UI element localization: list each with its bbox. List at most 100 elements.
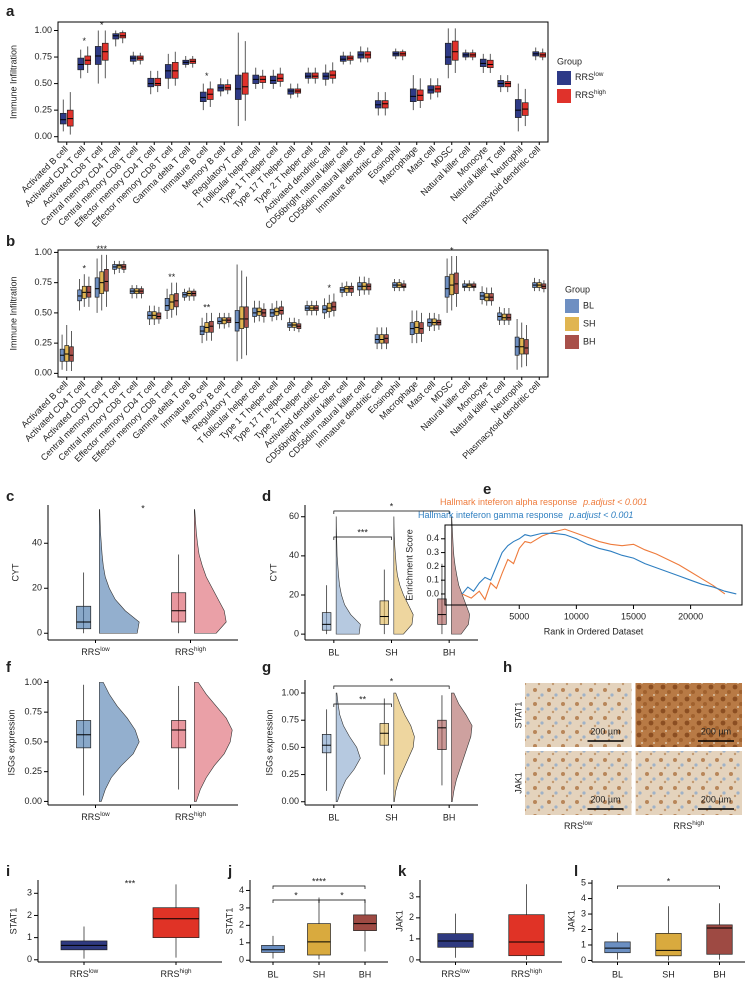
legend-label: RRShigh — [575, 89, 606, 100]
plot-frame — [57, 21, 549, 143]
box — [239, 306, 245, 329]
box — [59, 112, 67, 125]
y-tick-label: 0.2 — [426, 561, 439, 571]
x-tick-label: RRSlow — [81, 646, 110, 657]
y-tick-label: 1.00 — [281, 687, 299, 697]
plot-frame — [57, 249, 549, 378]
scale-label: 200 µm — [590, 726, 620, 736]
box — [321, 612, 332, 631]
violin — [194, 509, 227, 634]
legend-label: BH — [583, 336, 596, 346]
x-tick-label: RRShigh — [175, 811, 206, 822]
x-tick-label: BL — [328, 647, 339, 657]
y-axis-label: ISGs expression — [6, 709, 16, 775]
significance: * — [100, 20, 104, 30]
box — [379, 600, 389, 625]
panel-label: d — [262, 488, 271, 505]
x-tick-label: 15000 — [621, 611, 646, 621]
column-label: RRShigh — [673, 820, 704, 831]
enrichment-line — [461, 532, 737, 595]
box — [506, 313, 512, 321]
y-tick-label: 60 — [289, 511, 299, 521]
box — [164, 298, 170, 311]
y-tick-label: 3 — [239, 902, 244, 912]
y-tick-label: 0.00 — [24, 796, 42, 806]
violin — [451, 516, 470, 635]
significance: ** — [203, 302, 211, 312]
y-axis-label: Enrichment Score — [404, 529, 414, 601]
bracket — [617, 885, 720, 889]
y-tick-label: 0.25 — [281, 769, 299, 779]
legend-swatch — [557, 71, 571, 85]
x-tick-label: BH — [443, 812, 456, 822]
series-name: Hallmark inteferon alpha response — [440, 497, 577, 507]
violin — [99, 509, 140, 634]
significance: * — [450, 245, 454, 255]
x-tick-label-base: RRS — [175, 812, 194, 822]
box — [401, 283, 407, 288]
series-pvalue: p.adjust < 0.001 — [568, 510, 633, 520]
panel-label: e — [483, 481, 491, 498]
box — [221, 317, 227, 325]
legend-label: SH — [583, 318, 596, 328]
y-tick-label: 3 — [27, 888, 32, 898]
legend-label: RRSlow — [575, 71, 604, 82]
box — [287, 88, 295, 95]
box — [307, 923, 331, 956]
column-label: RRSlow — [564, 820, 593, 831]
box — [76, 720, 92, 749]
box — [419, 322, 424, 334]
box — [466, 283, 472, 288]
panel-label: k — [398, 863, 407, 880]
box — [331, 301, 337, 311]
box — [77, 289, 82, 302]
y-tick-label: 0.50 — [34, 78, 52, 88]
series-pvalue: p.adjust < 0.001 — [582, 497, 647, 507]
x-tick-label: BL — [612, 969, 623, 979]
row-label: STAT1 — [513, 702, 523, 729]
panel-label: f — [6, 659, 12, 676]
box — [234, 74, 242, 100]
x-tick-label-sup: low — [100, 811, 110, 818]
bracket — [318, 899, 366, 903]
violin — [335, 516, 361, 635]
y-tick-label: 0.75 — [34, 51, 52, 61]
box — [217, 317, 222, 325]
box — [379, 723, 389, 746]
y-axis-label: Immune Infiltration — [8, 45, 18, 119]
y-tick-label: 4 — [581, 893, 586, 903]
box — [329, 70, 337, 79]
y-tick-label: 0.00 — [281, 796, 299, 806]
y-tick-label: 20 — [32, 583, 42, 593]
x-axis-label: Rank in Ordered Dataset — [544, 626, 644, 636]
significance: *** — [96, 244, 107, 254]
y-tick-label: 2 — [409, 912, 414, 922]
legend-title: Group — [565, 284, 590, 294]
box — [156, 312, 162, 320]
violin — [451, 692, 473, 803]
box — [199, 91, 207, 102]
box — [451, 40, 459, 61]
box — [69, 346, 74, 362]
box — [244, 306, 249, 328]
ihc-image — [525, 751, 632, 815]
y-tick-label: 1 — [239, 937, 244, 947]
box — [437, 598, 447, 625]
x-tick-label-base: RRS — [81, 647, 100, 657]
annotation: *** — [125, 878, 136, 888]
bracket-label: ** — [359, 694, 367, 704]
legend-swatch — [565, 335, 579, 349]
bracket-label: * — [340, 890, 344, 900]
box — [374, 100, 382, 109]
box — [209, 321, 214, 333]
bracket-label: * — [667, 876, 671, 886]
y-tick-label: 1.00 — [34, 247, 52, 257]
box — [86, 285, 92, 298]
box — [437, 719, 447, 750]
column-label-base: RRS — [564, 821, 583, 831]
box — [379, 334, 385, 344]
box — [321, 733, 332, 754]
y-axis-label: JAK1 — [394, 910, 404, 932]
box — [339, 55, 347, 62]
